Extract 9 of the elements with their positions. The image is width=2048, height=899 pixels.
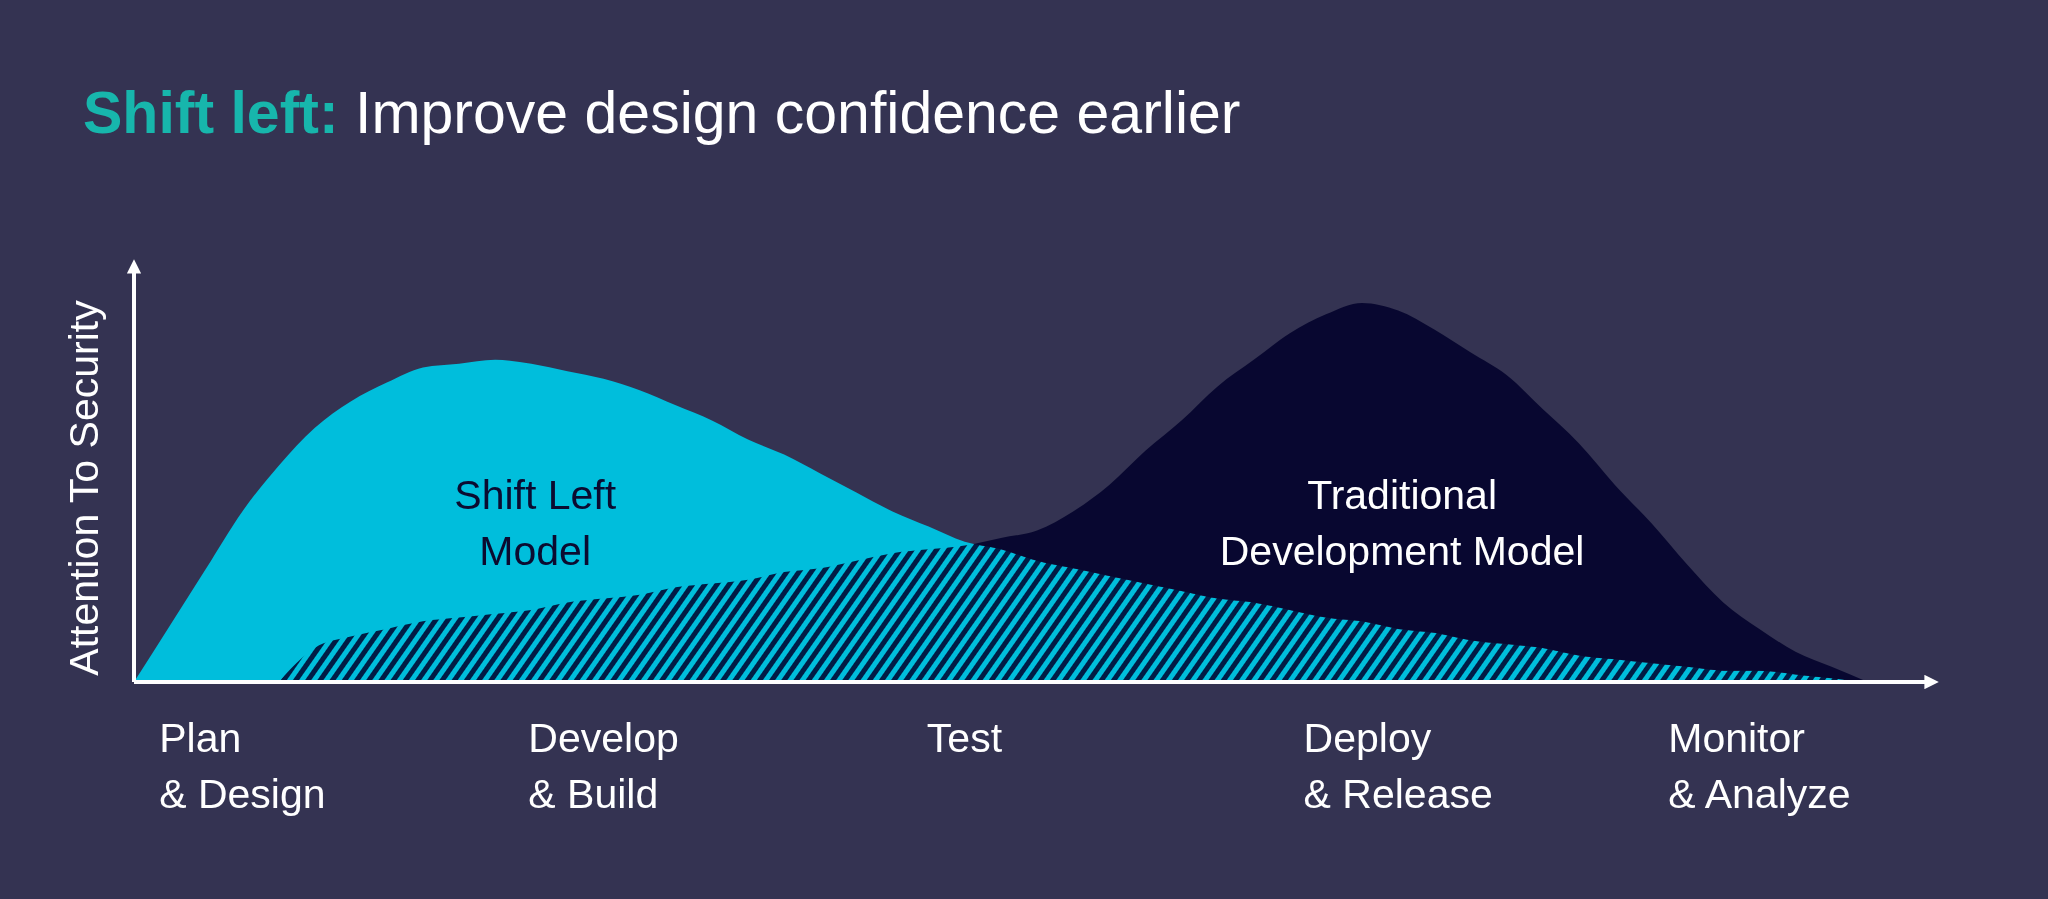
x-tick-label: Test [926,715,1003,761]
series-label: Traditional Development Model [1219,471,1585,574]
y-axis-title: Attention To Security [61,299,107,676]
x-tick-label: Monitor & Analyze [1668,715,1851,817]
x-tick-label: Deploy & Release [1303,715,1493,817]
x-tick-label: Develop & Build [528,715,679,817]
x-tick-label: Plan & Design [159,715,326,817]
chart-title: Shift left: Improve design confidence earlier [83,80,1241,146]
series-label: Shift Left Model [454,471,617,574]
